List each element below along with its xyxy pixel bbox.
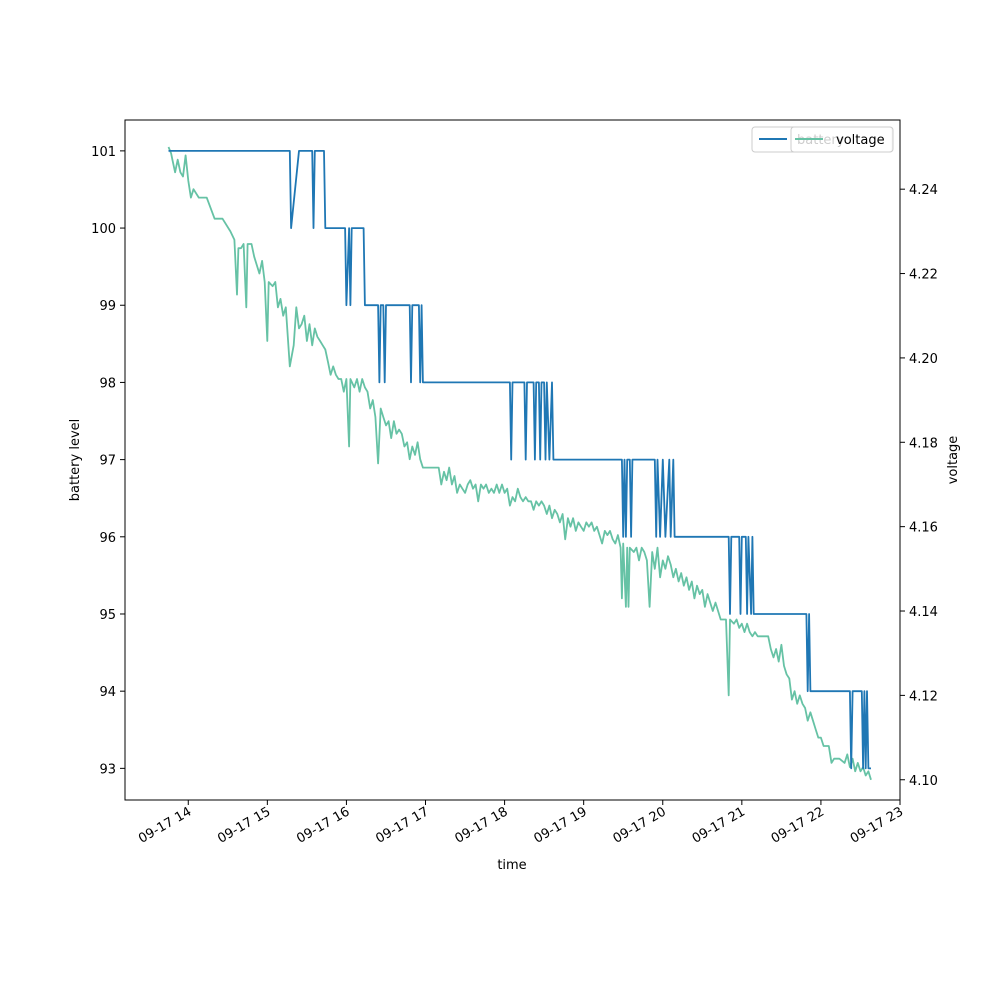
right-y-tick-label: 4.16	[909, 521, 938, 536]
right-y-tick-label: 4.14	[909, 605, 938, 620]
left-y-tick-label: 93	[99, 762, 116, 777]
left-y-tick-label: 101	[91, 145, 116, 160]
right-y-tick-label: 4.24	[909, 183, 938, 198]
right-y-tick-label: 4.12	[909, 689, 938, 704]
left-y-tick-label: 96	[99, 531, 116, 546]
plot-area	[125, 120, 900, 800]
right-y-tick-label: 4.10	[909, 774, 938, 789]
x-axis-label: time	[497, 858, 526, 873]
legend-voltage-label: voltage	[836, 133, 885, 148]
left-y-tick-label: 95	[99, 608, 116, 623]
right-y-tick-label: 4.18	[909, 436, 938, 451]
left-y-tick-label: 97	[99, 454, 116, 469]
left-y-axis-label: battery level	[68, 419, 83, 502]
right-y-tick-label: 4.20	[909, 352, 938, 367]
right-y-axis-ticks: 4.10 4.12 4.14 4.16 4.18 4.20 4.22 4.24	[900, 183, 938, 789]
legend-voltage: voltage	[790, 126, 894, 153]
left-y-tick-label: 100	[91, 222, 116, 237]
left-y-axis-ticks: 93 94 95 96 97 98 99 100 101	[91, 145, 125, 777]
series-lines	[167, 146, 872, 781]
right-y-tick-label: 4.22	[909, 268, 938, 283]
series-line-battery	[168, 149, 871, 770]
left-y-tick-label: 98	[99, 376, 116, 391]
right-y-axis-label: voltage	[946, 436, 961, 485]
left-y-tick-label: 94	[99, 685, 116, 700]
legend-voltage-box	[790, 126, 894, 153]
series-line-voltage	[167, 146, 872, 781]
left-y-tick-label: 99	[99, 299, 116, 314]
